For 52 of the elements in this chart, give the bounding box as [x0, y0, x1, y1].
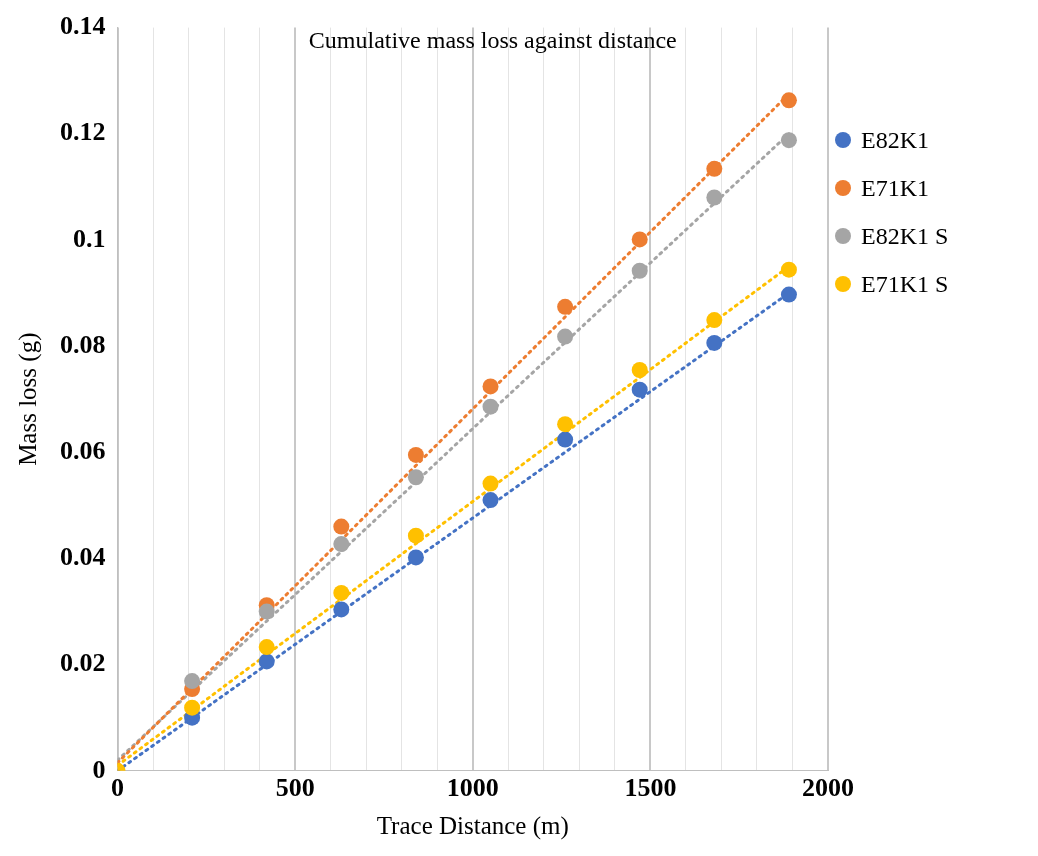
y-tick-label: 0.14 — [60, 11, 106, 41]
y-tick-label: 0.08 — [60, 329, 106, 359]
y-tick-label: 0 — [92, 754, 106, 784]
point — [482, 398, 499, 415]
chart-title: Cumulative mass loss against distance — [308, 26, 677, 53]
point — [482, 475, 499, 492]
point — [333, 518, 350, 535]
point — [706, 160, 723, 177]
point — [706, 334, 723, 351]
y-tick-label: 0.02 — [60, 648, 106, 678]
point — [333, 536, 350, 553]
point — [258, 653, 275, 670]
legend-label: E82K1 S — [861, 222, 949, 251]
point — [557, 431, 574, 448]
point — [407, 446, 424, 463]
point — [333, 584, 350, 601]
point — [482, 378, 499, 395]
point — [407, 527, 424, 544]
y-tick-label: 0.12 — [60, 117, 106, 147]
point — [258, 639, 275, 656]
x-tick-label: 500 — [275, 773, 315, 803]
point — [184, 699, 201, 716]
point — [482, 492, 499, 509]
y-tick-label: 0.1 — [73, 223, 106, 253]
point — [333, 601, 350, 618]
x-tick-label: 1500 — [624, 773, 677, 803]
y-tick-label: 0.06 — [60, 436, 106, 465]
point — [780, 261, 797, 278]
x-axis-title: Trace Distance (m) — [376, 811, 569, 840]
point — [407, 549, 424, 566]
point — [631, 262, 648, 279]
legend-label: E82K1 — [861, 126, 929, 155]
y-axis-title: Mass loss (g) — [13, 332, 42, 466]
point — [706, 189, 723, 206]
x-tick-label: 2000 — [802, 773, 854, 803]
legend-label: E71K1 S — [861, 270, 949, 299]
point — [780, 286, 797, 303]
point — [258, 603, 275, 620]
y-tick-label: 0.04 — [60, 542, 106, 572]
point — [706, 312, 723, 329]
legend-label: E71K1 — [861, 174, 929, 203]
point — [631, 381, 648, 398]
point — [557, 416, 574, 433]
point — [184, 673, 201, 690]
point — [631, 362, 648, 378]
x-tick-label: 1000 — [446, 773, 499, 803]
point — [780, 92, 797, 109]
point — [780, 132, 797, 149]
point — [557, 298, 574, 315]
point — [407, 469, 424, 486]
point — [631, 231, 648, 248]
point — [557, 328, 574, 345]
